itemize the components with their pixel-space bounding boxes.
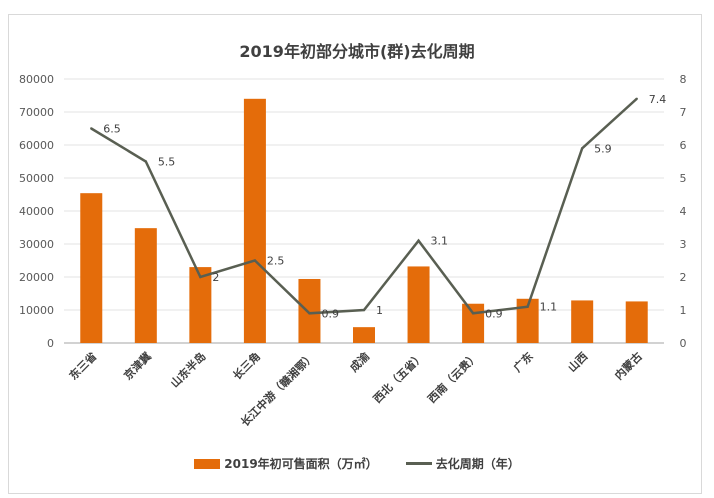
y-left-tick-label: 70000 — [19, 106, 54, 119]
chart-title: 2019年初部分城市(群)去化周期 — [239, 42, 475, 61]
data-label: 3.1 — [431, 235, 449, 248]
y-right-tick-label: 6 — [680, 139, 687, 152]
x-tick-label: 内蒙古 — [612, 349, 645, 382]
data-label: 2 — [212, 271, 219, 284]
bar — [80, 193, 103, 343]
data-label: 6.5 — [103, 123, 121, 136]
bar — [516, 298, 539, 343]
x-tick-label: 西南（云贵） — [425, 349, 482, 406]
y-left-tick-label: 80000 — [19, 73, 54, 86]
y-left-tick-label: 10000 — [19, 304, 54, 317]
chart-frame — [8, 14, 702, 494]
x-tick-label: 京津冀 — [121, 349, 154, 382]
line-point — [526, 305, 529, 308]
y-right-tick-label: 8 — [680, 73, 687, 86]
y-left-tick-label: 40000 — [19, 205, 54, 218]
y-left-tick-label: 0 — [47, 337, 54, 350]
y-right-tick-label: 0 — [680, 337, 687, 350]
series-line — [90, 97, 638, 315]
y-left-tick-label: 20000 — [19, 271, 54, 284]
line-point — [144, 160, 148, 163]
line-point — [308, 312, 311, 315]
y-left-tick-label: 60000 — [19, 139, 54, 152]
line-point — [362, 308, 366, 312]
line-point — [253, 259, 257, 262]
x-tick-label: 东三省 — [66, 349, 99, 382]
x-tick-label: 成渝 — [347, 349, 373, 375]
legend-swatch-line — [405, 462, 432, 465]
line-point — [471, 312, 475, 315]
bar — [243, 98, 266, 343]
y-right-tick-label: 5 — [680, 172, 687, 185]
line-point — [635, 97, 638, 101]
y-right-tick-label: 7 — [680, 106, 687, 119]
x-tick-label: 山西 — [565, 349, 590, 374]
bar — [462, 303, 485, 343]
x-tick-label: 广东 — [510, 349, 535, 374]
y-right-tick-label: 1 — [680, 304, 687, 317]
legend-item-bar: 2019年初可售面积（万㎡） — [194, 455, 378, 472]
legend-swatch-bar — [194, 458, 221, 469]
x-tick-label: 长三角 — [230, 349, 263, 382]
line-point — [580, 147, 584, 150]
data-label: 1.1 — [540, 301, 558, 314]
bar — [407, 266, 430, 343]
data-label: 0.9 — [485, 307, 503, 320]
legend-label-line: 去化周期（年） — [435, 457, 520, 471]
bar — [189, 267, 212, 343]
legend-item-line: 去化周期（年） — [405, 455, 520, 472]
line-point — [199, 275, 202, 279]
data-label: 2.5 — [267, 255, 285, 268]
x-tick-label: 西北（五省） — [370, 349, 427, 406]
data-label: 5.9 — [594, 142, 612, 155]
legend: 2019年初可售面积（万㎡） 去化周期（年） — [0, 455, 714, 472]
legend-label-bar: 2019年初可售面积（万㎡） — [224, 457, 378, 471]
x-tick-label: 山东半岛 — [167, 349, 208, 390]
y-left-tick-label: 30000 — [19, 238, 54, 251]
bar — [353, 327, 375, 343]
y-right-tick-label: 2 — [680, 271, 687, 284]
line-point — [90, 127, 93, 130]
data-label: 1 — [376, 304, 383, 317]
data-label: 0.9 — [321, 307, 339, 320]
y-right-tick-label: 4 — [680, 205, 687, 218]
y-left-tick-label: 50000 — [19, 172, 54, 185]
y-right-tick-label: 3 — [680, 238, 687, 251]
bar — [571, 300, 594, 343]
data-label: 7.4 — [649, 93, 667, 106]
bar — [625, 301, 648, 343]
line-point — [417, 239, 420, 242]
bar — [134, 228, 157, 343]
data-label: 5.5 — [158, 156, 176, 169]
bar — [298, 278, 321, 343]
